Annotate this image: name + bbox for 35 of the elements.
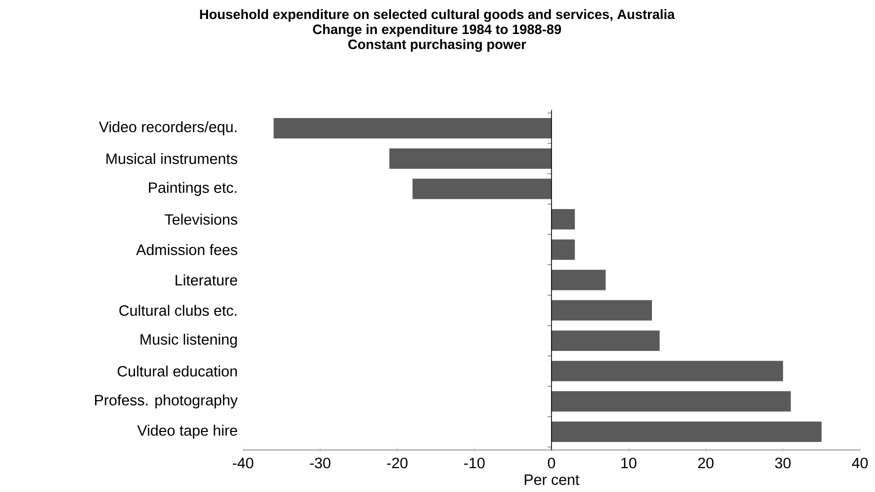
bar [551,300,652,321]
bar [551,391,791,412]
x-tick-label: -40 [232,458,254,468]
bar [551,270,606,290]
bar [274,118,552,138]
x-tick-label: -20 [387,458,408,468]
y-tick-label: Profess. photography [95,394,238,408]
bar [551,209,575,230]
bar [412,178,552,200]
chart-subtitle: Change in expenditure 1984 to 1988-89 [313,24,562,37]
x-tick-label: 10 [621,458,636,468]
bar [551,330,660,351]
y-tick-label: Cultural clubs etc. [119,304,236,316]
x-tick-label: 20 [698,458,714,468]
bar [551,239,575,260]
y-tick-label: Admission fees [136,244,238,256]
x-tick-label: 30 [775,458,791,468]
y-tick-label: Musical instruments [106,153,238,164]
y-tick-label: Cultural education [118,366,237,377]
y-tick-label: Video tape hire [137,424,238,439]
x-axis-title: Per cent [524,474,580,485]
bar [389,148,552,169]
text: Constant purchasing power [348,39,526,52]
y-tick-label: Televisions [164,214,238,225]
x-tick-label: -30 [310,458,330,468]
x-tick-label: -10 [464,458,485,468]
bar [551,422,822,442]
y-tick-label: Literature [176,274,238,286]
x-tick-label: 0 [548,458,556,468]
bar [551,360,784,382]
chart-title: Household expenditure on selected cultural goods and services, Australia [200,9,675,22]
x-tick-label: 40 [852,458,868,468]
y-tick-label: Paintings etc. [148,182,236,196]
y-tick-label: Music listening [140,334,237,348]
y-tick-label: Video recorders/equ. [98,121,236,136]
